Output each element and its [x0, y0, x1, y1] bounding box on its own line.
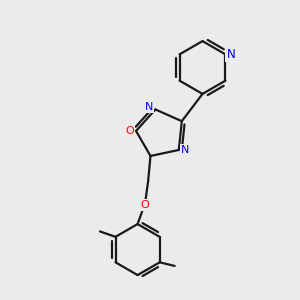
Text: N: N — [181, 145, 190, 155]
Text: O: O — [140, 200, 149, 210]
Text: N: N — [226, 48, 235, 61]
Text: O: O — [125, 126, 134, 136]
Text: N: N — [145, 102, 154, 112]
